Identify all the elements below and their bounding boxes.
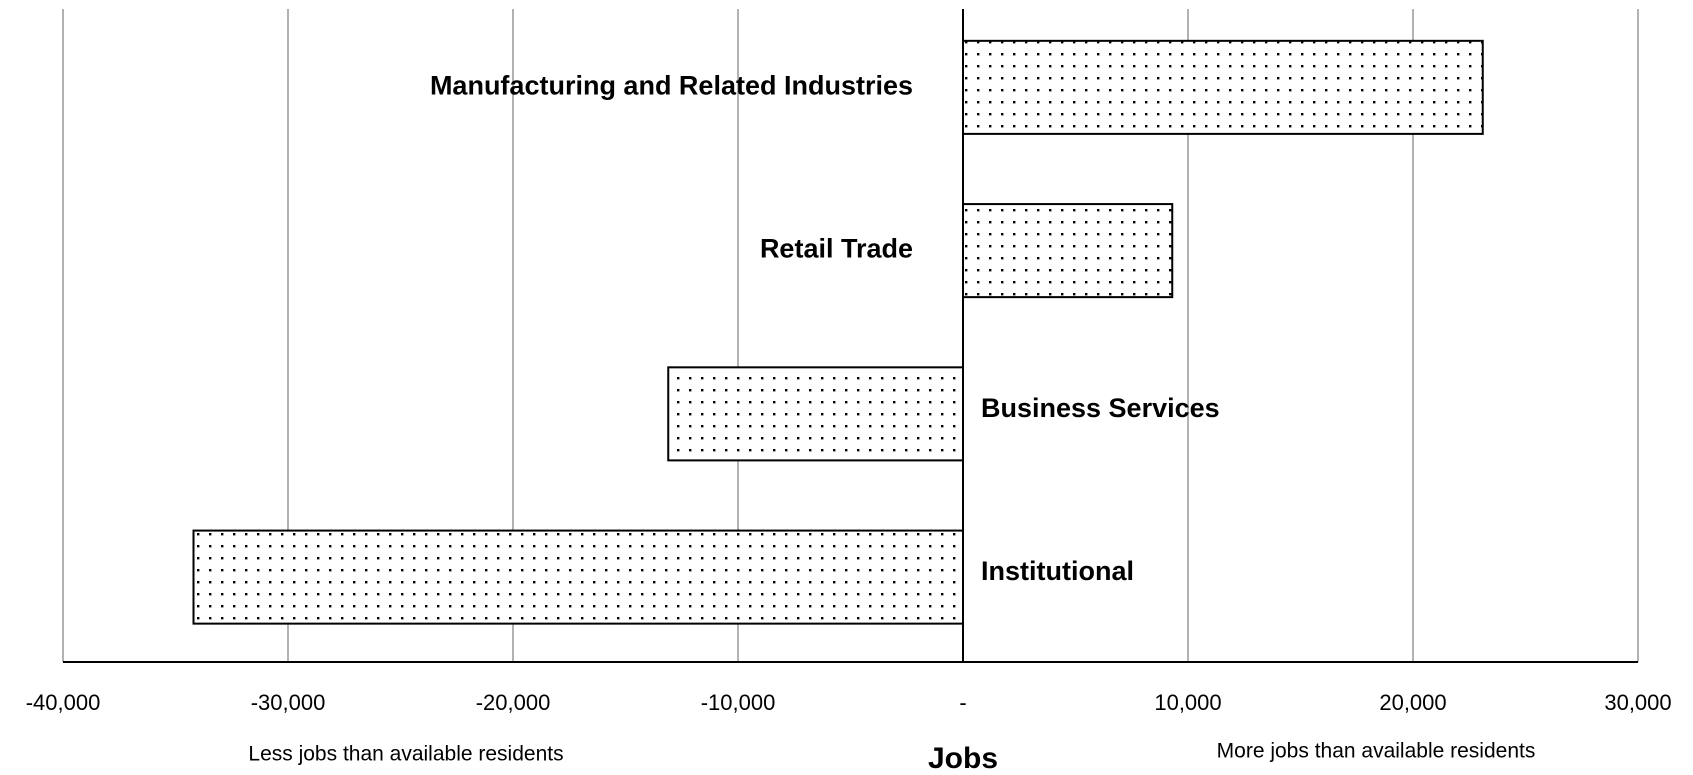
x-tick-label: -10,000 (701, 690, 776, 715)
annotation: More jobs than available residents (1217, 740, 1536, 763)
category-label: Retail Trade (760, 234, 913, 264)
bar (667, 366, 964, 462)
bar (962, 203, 1174, 299)
x-tick-label: 10,000 (1154, 690, 1221, 715)
x-tick-label: -30,000 (251, 690, 326, 715)
x-tick-label: -40,000 (26, 690, 101, 715)
x-axis-title: Jobs (928, 742, 998, 775)
x-tick-label: 20,000 (1379, 690, 1446, 715)
annotation: Less jobs than available residents (248, 743, 563, 766)
x-tick-label: 30,000 (1604, 690, 1671, 715)
category-label: Manufacturing and Related Industries (430, 70, 913, 100)
x-tick-label: - (959, 690, 966, 715)
category-label: Institutional (981, 556, 1134, 586)
category-label: Business Services (981, 393, 1220, 423)
bar (962, 39, 1484, 135)
bar (192, 529, 964, 625)
x-tick-label: -20,000 (476, 690, 551, 715)
